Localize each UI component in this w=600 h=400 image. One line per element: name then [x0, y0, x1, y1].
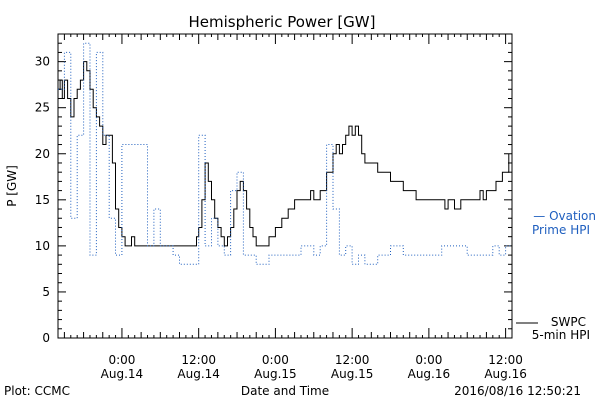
- y-tick-label: 0: [42, 331, 50, 345]
- plot-timestamp: 2016/08/16 12:50:21: [454, 384, 581, 398]
- series-layer: [58, 42, 511, 265]
- x-tick-label-date: Aug.16: [484, 367, 527, 381]
- y-tick-label: 5: [42, 285, 50, 299]
- series-swpc-line: [58, 61, 510, 247]
- plot-area-frame: [57, 33, 513, 339]
- x-tick-label-date: Aug.15: [331, 367, 374, 381]
- x-tick-label-date: Aug.14: [101, 367, 144, 381]
- chart-title: Hemispheric Power [GW]: [189, 13, 376, 31]
- x-tick-label-time: 12:00: [335, 353, 370, 367]
- x-axis-ticks: 0:00Aug.1412:00Aug.140:00Aug.1512:00Aug.…: [57, 34, 527, 381]
- plot-credit: Plot: CCMC: [4, 384, 70, 398]
- x-tick-label-time: 0:00: [415, 353, 442, 367]
- x-tick-label-date: Aug.14: [177, 367, 220, 381]
- legend-swpc-line1: SWPC: [551, 315, 586, 329]
- x-axis-label: Date and Time: [241, 384, 329, 398]
- series-ovation-line: [58, 42, 511, 265]
- legend-swpc-line2: 5-min HPI: [532, 328, 590, 342]
- y-axis-ticks: 0 5 10 15 20 25 30: [35, 33, 512, 345]
- y-axis-label: P [GW]: [5, 165, 19, 207]
- y-tick-label: 10: [35, 239, 50, 253]
- x-tick-label-time: 12:00: [181, 353, 216, 367]
- x-tick-label-date: Aug.15: [254, 367, 297, 381]
- legend-ovation-line1: — Ovation: [533, 209, 596, 223]
- y-tick-label: 25: [35, 101, 50, 115]
- legend-ovation-line2: Prime HPI: [532, 223, 590, 237]
- x-tick-label-time: 12:00: [488, 353, 523, 367]
- x-tick-label-time: 0:00: [108, 353, 135, 367]
- x-tick-label-time: 0:00: [262, 353, 289, 367]
- y-tick-label: 30: [35, 55, 50, 69]
- y-tick-label: 15: [35, 193, 50, 207]
- x-tick-label-date: Aug.16: [408, 367, 451, 381]
- y-tick-label: 20: [35, 147, 50, 161]
